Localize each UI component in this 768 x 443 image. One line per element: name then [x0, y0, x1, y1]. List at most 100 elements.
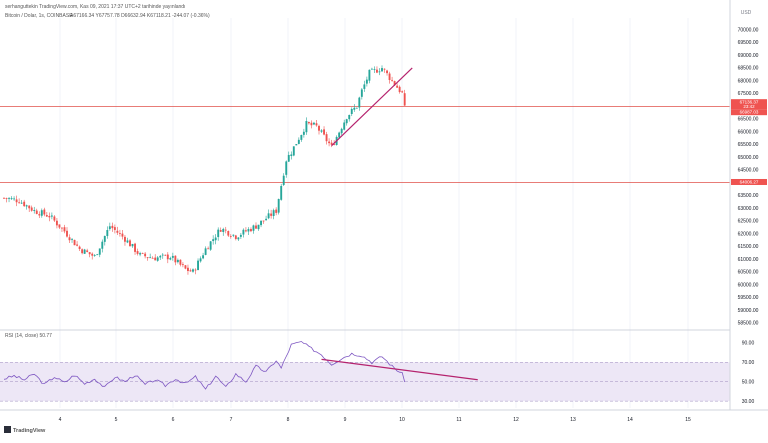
candle-body[interactable] [350, 108, 353, 115]
candle-body[interactable] [355, 107, 358, 109]
candle-body[interactable] [204, 248, 207, 255]
candle-body[interactable] [43, 209, 46, 215]
candle-body[interactable] [323, 129, 325, 135]
candle-body[interactable] [358, 97, 361, 108]
candle-body[interactable] [76, 244, 79, 246]
candle-body[interactable] [131, 243, 134, 247]
candle-body[interactable] [290, 154, 293, 156]
candle-body[interactable] [262, 220, 265, 222]
candle-body[interactable] [91, 253, 94, 256]
candle-body[interactable] [396, 85, 399, 88]
candle-body[interactable] [134, 243, 136, 252]
candle-body[interactable] [292, 146, 295, 156]
candle-body[interactable] [141, 252, 144, 254]
candle-body[interactable] [66, 230, 68, 237]
candle-body[interactable] [295, 144, 298, 146]
candle-body[interactable] [61, 227, 63, 229]
candle-body[interactable] [176, 259, 179, 263]
candle-body[interactable] [55, 220, 58, 226]
candle-body[interactable] [202, 255, 205, 259]
candle-body[interactable] [287, 154, 290, 162]
candle-body[interactable] [23, 201, 26, 207]
candle-body[interactable] [68, 237, 71, 241]
candle-body[interactable] [381, 68, 383, 72]
candle-body[interactable] [398, 86, 401, 93]
candle-body[interactable] [217, 229, 220, 238]
candle-body[interactable] [184, 265, 187, 269]
candle-body[interactable] [328, 141, 331, 144]
candle-body[interactable] [376, 69, 378, 73]
candle-body[interactable] [118, 232, 121, 234]
candle-body[interactable] [149, 257, 152, 259]
candle-body[interactable] [103, 236, 106, 242]
candle-body[interactable] [330, 142, 333, 145]
candle-body[interactable] [307, 122, 310, 124]
candle-body[interactable] [265, 218, 268, 221]
candle-body[interactable] [247, 229, 250, 232]
candle-body[interactable] [275, 209, 278, 213]
candle-body[interactable] [373, 69, 376, 70]
candle-body[interactable] [30, 207, 33, 211]
candle-body[interactable] [401, 91, 404, 93]
candle-body[interactable] [229, 236, 232, 237]
candle-body[interactable] [234, 235, 237, 239]
candle-body[interactable] [338, 132, 341, 138]
candle-body[interactable] [325, 134, 328, 142]
candle-body[interactable] [378, 71, 381, 73]
candle-body[interactable] [272, 210, 275, 217]
candle-body[interactable] [136, 251, 139, 254]
candles[interactable] [3, 65, 406, 275]
candle-body[interactable] [50, 215, 53, 217]
candle-body[interactable] [252, 225, 255, 231]
candle-body[interactable] [124, 236, 126, 242]
candle-body[interactable] [348, 114, 351, 120]
candle-body[interactable] [232, 234, 235, 236]
candle-body[interactable] [192, 269, 194, 272]
candle-body[interactable] [285, 161, 288, 175]
rsi-trendline[interactable] [321, 358, 478, 381]
candle-body[interactable] [343, 122, 346, 130]
candle-body[interactable] [108, 226, 111, 230]
candle-body[interactable] [18, 202, 21, 204]
candle-body[interactable] [267, 213, 270, 219]
candle-body[interactable] [388, 73, 391, 80]
candle-body[interactable] [113, 227, 116, 230]
candle-body[interactable] [212, 239, 215, 242]
candle-body[interactable] [154, 257, 157, 261]
candle-body[interactable] [222, 228, 225, 233]
candle-body[interactable] [15, 199, 18, 203]
candle-body[interactable] [244, 230, 247, 232]
candle-body[interactable] [370, 68, 373, 70]
candle-body[interactable] [171, 255, 174, 258]
candle-body[interactable] [38, 214, 41, 216]
candle-body[interactable] [73, 239, 76, 246]
candle-body[interactable] [166, 254, 169, 260]
candle-body[interactable] [305, 121, 308, 133]
candle-body[interactable] [161, 254, 164, 256]
candle-body[interactable] [169, 258, 172, 260]
candle-body[interactable] [391, 79, 394, 81]
candle-body[interactable] [393, 81, 396, 86]
candle-body[interactable] [318, 125, 320, 131]
candle-body[interactable] [353, 107, 356, 110]
candle-body[interactable] [277, 198, 280, 213]
candle-body[interactable] [383, 68, 386, 70]
candle-body[interactable] [187, 267, 189, 272]
candle-body[interactable] [10, 198, 13, 200]
candle-body[interactable] [239, 234, 242, 237]
candle-body[interactable] [237, 237, 240, 240]
rsi-axis[interactable]: 30.00 50.00 70.00 90.00 [742, 341, 755, 405]
candle-body[interactable] [28, 205, 31, 209]
candle-body[interactable] [227, 230, 230, 236]
candle-body[interactable] [181, 264, 184, 266]
candle-body[interactable] [174, 255, 177, 263]
candle-body[interactable] [250, 229, 252, 232]
candle-body[interactable] [255, 225, 257, 229]
rising-trendline[interactable] [331, 67, 413, 147]
candle-body[interactable] [129, 240, 131, 247]
candle-body[interactable] [86, 250, 89, 252]
candle-body[interactable] [300, 134, 303, 140]
candle-body[interactable] [93, 255, 96, 256]
candle-body[interactable] [280, 185, 283, 200]
